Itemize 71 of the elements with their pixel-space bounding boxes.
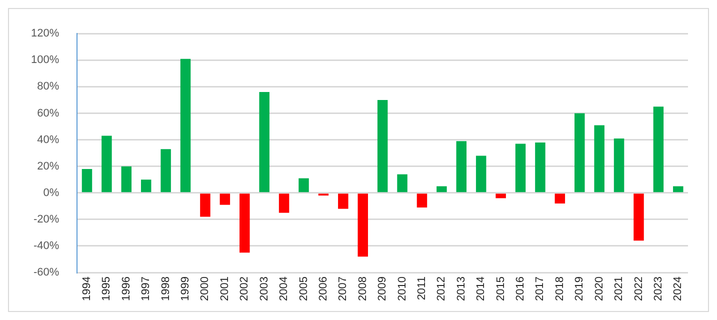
x-tick-label: 1999 <box>180 276 192 302</box>
bar <box>574 113 585 192</box>
bar <box>358 194 368 257</box>
x-tick-label: 2020 <box>593 276 606 302</box>
x-tick-label: 2009 <box>376 276 389 302</box>
x-tick-label: 1995 <box>100 276 113 302</box>
x-tick-label: 2016 <box>514 276 527 302</box>
y-tick-label: 120% <box>30 28 60 40</box>
x-tick-label: 1997 <box>140 276 152 302</box>
y-tick-label: 20% <box>37 160 60 172</box>
bar <box>140 180 152 192</box>
bar <box>456 141 467 192</box>
x-tick-label: 2008 <box>356 276 369 302</box>
bar <box>673 186 684 192</box>
bar <box>278 194 290 213</box>
bar <box>416 194 428 208</box>
bar <box>220 194 230 205</box>
x-tick-label: 2022 <box>632 276 645 302</box>
bar <box>377 100 388 192</box>
x-tick-label: 2006 <box>317 276 330 302</box>
y-tick-label: 0% <box>43 186 60 199</box>
bar <box>240 194 250 253</box>
x-tick-label: 2003 <box>258 276 270 302</box>
x-tick-label: 2017 <box>534 276 546 302</box>
x-tick-label: 1996 <box>120 276 132 302</box>
x-tick-label: 2014 <box>475 276 488 302</box>
x-tick-label: 1994 <box>81 276 94 302</box>
x-tick-label: 2019 <box>574 276 586 302</box>
x-tick-label: 2010 <box>396 276 408 302</box>
y-tick-label: 100% <box>30 54 60 66</box>
bar <box>82 168 92 192</box>
bar <box>180 58 191 192</box>
x-tick-label: 2002 <box>238 276 251 302</box>
x-tick-label: 2011 <box>416 276 428 300</box>
bar <box>160 149 171 192</box>
bar <box>614 138 624 192</box>
bar <box>397 174 408 192</box>
x-tick-label: 2021 <box>613 276 626 302</box>
bar <box>476 156 486 192</box>
x-tick-label: 2023 <box>652 276 664 302</box>
x-tick-label: 2012 <box>436 276 448 302</box>
x-tick-label: 1998 <box>160 276 172 302</box>
y-tick-label: -20% <box>33 213 60 226</box>
bar <box>102 136 112 192</box>
y-tick-label: -40% <box>33 240 60 252</box>
x-tick-label: 2000 <box>199 276 212 302</box>
x-tick-label: 2018 <box>554 276 566 302</box>
x-tick-label: 2007 <box>337 276 350 302</box>
bar <box>554 194 566 204</box>
y-tick-label: 40% <box>37 134 60 146</box>
bar <box>298 178 309 192</box>
bar <box>515 144 526 192</box>
y-tick-label: -60% <box>33 266 60 279</box>
bar <box>200 194 210 217</box>
x-tick-label: 2005 <box>298 276 310 302</box>
bar <box>634 194 644 241</box>
bar <box>338 194 348 209</box>
y-tick-label: 80% <box>37 80 60 93</box>
bar <box>436 186 447 192</box>
bar <box>259 92 270 192</box>
bar <box>594 125 604 192</box>
bar <box>121 166 132 192</box>
y-tick-label: 60% <box>37 107 60 120</box>
x-tick-label: 2015 <box>494 276 507 302</box>
bar <box>535 142 546 192</box>
bar <box>496 194 506 198</box>
bar <box>653 106 664 192</box>
x-tick-label: 2024 <box>672 276 684 302</box>
x-tick-label: 2013 <box>455 276 468 302</box>
x-tick-label: 2001 <box>218 276 231 302</box>
x-tick-label: 2004 <box>278 276 290 302</box>
